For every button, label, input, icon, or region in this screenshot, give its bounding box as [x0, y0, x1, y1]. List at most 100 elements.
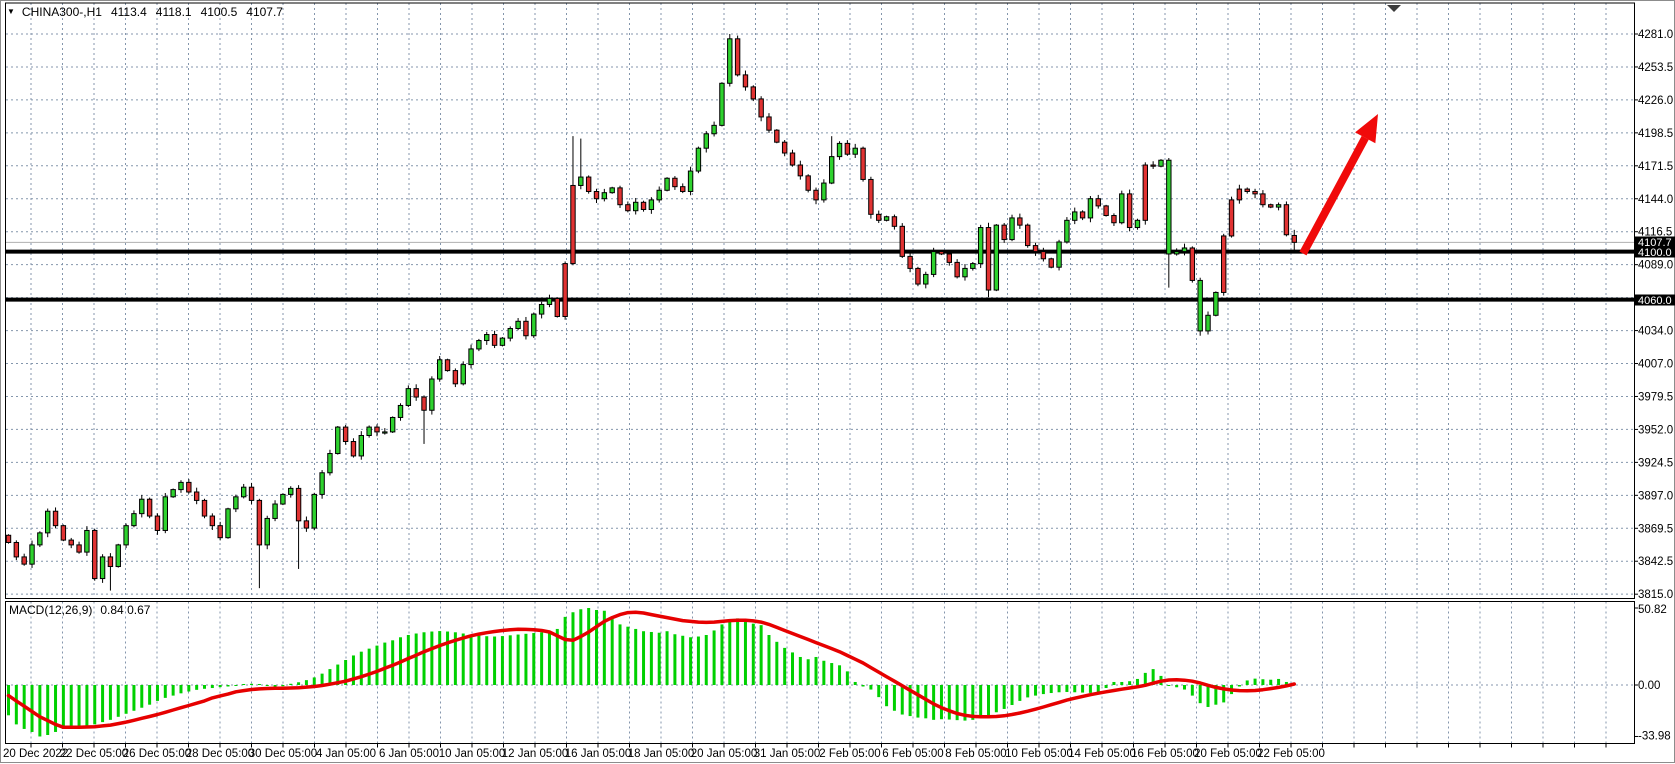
- level-lines-layer[interactable]: [6, 241, 1634, 302]
- bear-candle: [52, 510, 59, 527]
- bull-candle: [836, 142, 843, 158]
- trend-arrow-annotation[interactable]: [1299, 114, 1378, 256]
- bull-candle: [1134, 219, 1141, 229]
- bear-candle: [421, 396, 427, 411]
- bull-candle: [311, 493, 317, 529]
- bull-candle: [1087, 198, 1094, 219]
- bull-candle: [970, 263, 976, 269]
- bear-candle: [201, 499, 208, 517]
- chart-shift-marker-icon[interactable]: [1387, 5, 1401, 12]
- time-axis-label: 31 Jan 05:00: [754, 748, 821, 760]
- bear-candle: [758, 98, 764, 118]
- bull-candle: [437, 359, 443, 380]
- bear-candle: [742, 74, 749, 88]
- bull-candle: [515, 320, 521, 330]
- bull-candle: [1205, 314, 1211, 332]
- time-axis[interactable]: [6, 743, 1634, 763]
- bear-candle: [750, 86, 756, 100]
- bear-candle: [593, 190, 600, 200]
- bear-candle: [562, 263, 568, 317]
- price-axis-label: 4007.0: [1638, 359, 1673, 371]
- ohlc-low: 4100.5: [200, 5, 238, 19]
- bear-candle: [1040, 251, 1047, 260]
- bear-candle: [1150, 164, 1156, 167]
- bear-candle: [186, 481, 192, 493]
- bull-candle: [382, 431, 388, 434]
- ohlc-open: 4113.4: [110, 5, 147, 19]
- bear-candle: [76, 544, 82, 553]
- time-axis-label: 26 Dec 05:00: [123, 748, 191, 760]
- bear-candle: [805, 175, 811, 191]
- bear-candle: [491, 334, 498, 346]
- bear-candle: [946, 253, 952, 263]
- bull-candle: [225, 508, 231, 539]
- bear-candle: [672, 177, 678, 188]
- bear-candle: [868, 178, 874, 215]
- macd-values: 0.84 0.67: [100, 603, 151, 617]
- bull-candle: [1213, 291, 1219, 316]
- symbol-dropdown-icon[interactable]: ▼: [7, 7, 15, 16]
- bull-candle: [1119, 193, 1125, 224]
- time-axis-label: 30 Dec 05:00: [249, 748, 317, 760]
- bear-candle: [985, 227, 992, 291]
- bear-candle: [444, 359, 451, 372]
- price-box: [1635, 246, 1675, 258]
- bull-candle: [695, 147, 702, 172]
- time-axis-label: 18 Jan 05:00: [628, 748, 695, 760]
- macd-indicator-label: MACD(12,26,9) 0.84 0.67: [9, 603, 150, 617]
- bear-candle: [907, 255, 913, 269]
- bear-candle: [781, 141, 788, 154]
- bear-candle: [585, 176, 592, 192]
- bear-candle: [860, 147, 866, 180]
- time-axis-label: 12 Jan 05:00: [502, 748, 569, 760]
- bear-candle: [625, 204, 631, 212]
- price-axis-label: 4089.0: [1638, 260, 1673, 272]
- bull-candle: [29, 544, 35, 565]
- bull-candle: [633, 201, 639, 212]
- bear-candle: [1111, 215, 1117, 224]
- bear-candle: [954, 261, 960, 278]
- time-axis-label: 8 Feb 05:00: [945, 748, 1006, 760]
- arrow-shaft[interactable]: [1299, 135, 1369, 256]
- price-axis-label: 3815.0: [1638, 589, 1673, 601]
- bull-candle: [1197, 279, 1203, 332]
- time-axis-label: 22 Feb 05:00: [1257, 748, 1325, 760]
- symbol-period-label: CHINA300-,H1: [21, 5, 102, 19]
- bull-candle: [162, 496, 169, 531]
- bull-candle: [84, 529, 90, 553]
- bear-candle: [570, 184, 576, 265]
- bull-candle: [977, 227, 984, 265]
- bear-candle: [193, 491, 200, 501]
- bear-candle: [107, 556, 114, 568]
- bull-candle: [131, 513, 137, 527]
- bear-candle: [60, 525, 67, 541]
- bull-candle: [241, 486, 247, 498]
- bear-candle: [1032, 245, 1039, 253]
- panel-borders: [5, 2, 1635, 744]
- bull-candle: [319, 472, 325, 495]
- macd-panel[interactable]: [6, 601, 1634, 743]
- bear-candle: [1221, 235, 1227, 293]
- time-axis-label: 16 Jan 05:00: [565, 748, 632, 760]
- bull-candle: [546, 297, 553, 305]
- bear-candle: [1095, 198, 1101, 207]
- bear-candle: [1048, 258, 1054, 268]
- chart-plot-area[interactable]: [6, 3, 1634, 598]
- price-axis-label: 4171.5: [1638, 161, 1673, 173]
- ohlc-high: 4118.1: [155, 5, 192, 19]
- price-axis-label: 3869.5: [1638, 523, 1673, 535]
- price-box: [1635, 236, 1675, 248]
- bear-candle: [1025, 224, 1031, 247]
- bear-candle: [1236, 188, 1243, 201]
- bear-candle: [813, 189, 819, 201]
- time-axis-label: 22 Dec 05:00: [60, 748, 128, 760]
- price-axis[interactable]: [1635, 3, 1675, 743]
- bear-candle: [295, 487, 302, 522]
- bear-candle: [797, 164, 804, 177]
- bear-candle: [1017, 217, 1023, 226]
- arrow-head[interactable]: [1355, 114, 1378, 144]
- price-axis-label: 4144.0: [1638, 194, 1673, 206]
- bear-candle: [1142, 164, 1148, 221]
